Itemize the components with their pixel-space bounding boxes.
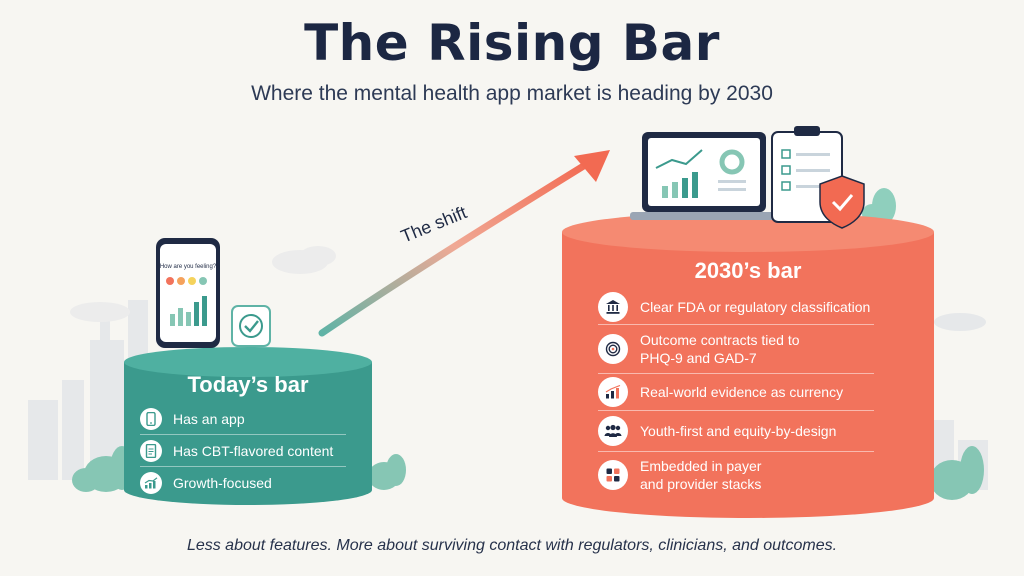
page-subtitle: Where the mental health app market is he… (251, 82, 773, 105)
future-bar-title: 2030’s bar (694, 258, 802, 283)
list-item-label: Has an app (173, 410, 245, 427)
shield-illustration (819, 175, 865, 229)
list-item: Embedded in payer and provider stacks (598, 452, 874, 498)
checkbox-illustration (231, 305, 271, 347)
list-item: Real-world evidence as currency (598, 374, 874, 411)
today-bar-list: Has an app Has CBT-flavored content Grow… (140, 403, 346, 498)
list-item: Clear FDA or regulatory classification (598, 290, 874, 325)
bush-right (930, 446, 984, 500)
growth-chart-icon (140, 471, 162, 494)
today-cylinder (124, 347, 372, 505)
list-item: Has CBT-flavored content (140, 435, 346, 467)
footer-note: Less about features. More about survivin… (186, 537, 838, 554)
laptop-illustration (630, 132, 778, 220)
clouds-left (70, 246, 336, 322)
page-title: The Rising Bar (304, 14, 720, 72)
list-item: Youth-first and equity-by-design (598, 411, 874, 452)
phone-illustration: How are you feeling? (156, 238, 220, 348)
bank-icon (598, 292, 628, 322)
list-item-label: Clear FDA or regulatory classification (640, 299, 871, 315)
list-item: Has an app (140, 403, 346, 435)
stack-icon (598, 460, 628, 490)
rising-arrow (318, 150, 610, 337)
today-bar-title: Today’s bar (187, 372, 309, 397)
list-item-label: Has CBT-flavored content (173, 442, 334, 459)
list-item: Outcome contracts tied to PHQ-9 and GAD-… (598, 325, 874, 374)
list-item-label: Real-world evidence as currency (640, 384, 844, 400)
bar-chart-icon (598, 377, 628, 407)
people-icon (598, 416, 628, 446)
list-item-label: Embedded in payer and provider stacks (640, 458, 762, 492)
future-bar-list: Clear FDA or regulatory classification O… (598, 290, 874, 498)
bush-mid (368, 454, 406, 490)
list-item-label: Growth-focused (173, 474, 272, 491)
list-item-label: Youth-first and equity-by-design (640, 423, 837, 439)
target-icon (598, 334, 628, 364)
phone-prompt: How are you feeling? (160, 264, 217, 270)
list-item: Growth-focused (140, 467, 346, 498)
phone-icon (140, 407, 162, 430)
list-item-label: Outcome contracts tied to PHQ-9 and GAD-… (640, 332, 800, 366)
document-icon (140, 439, 162, 462)
